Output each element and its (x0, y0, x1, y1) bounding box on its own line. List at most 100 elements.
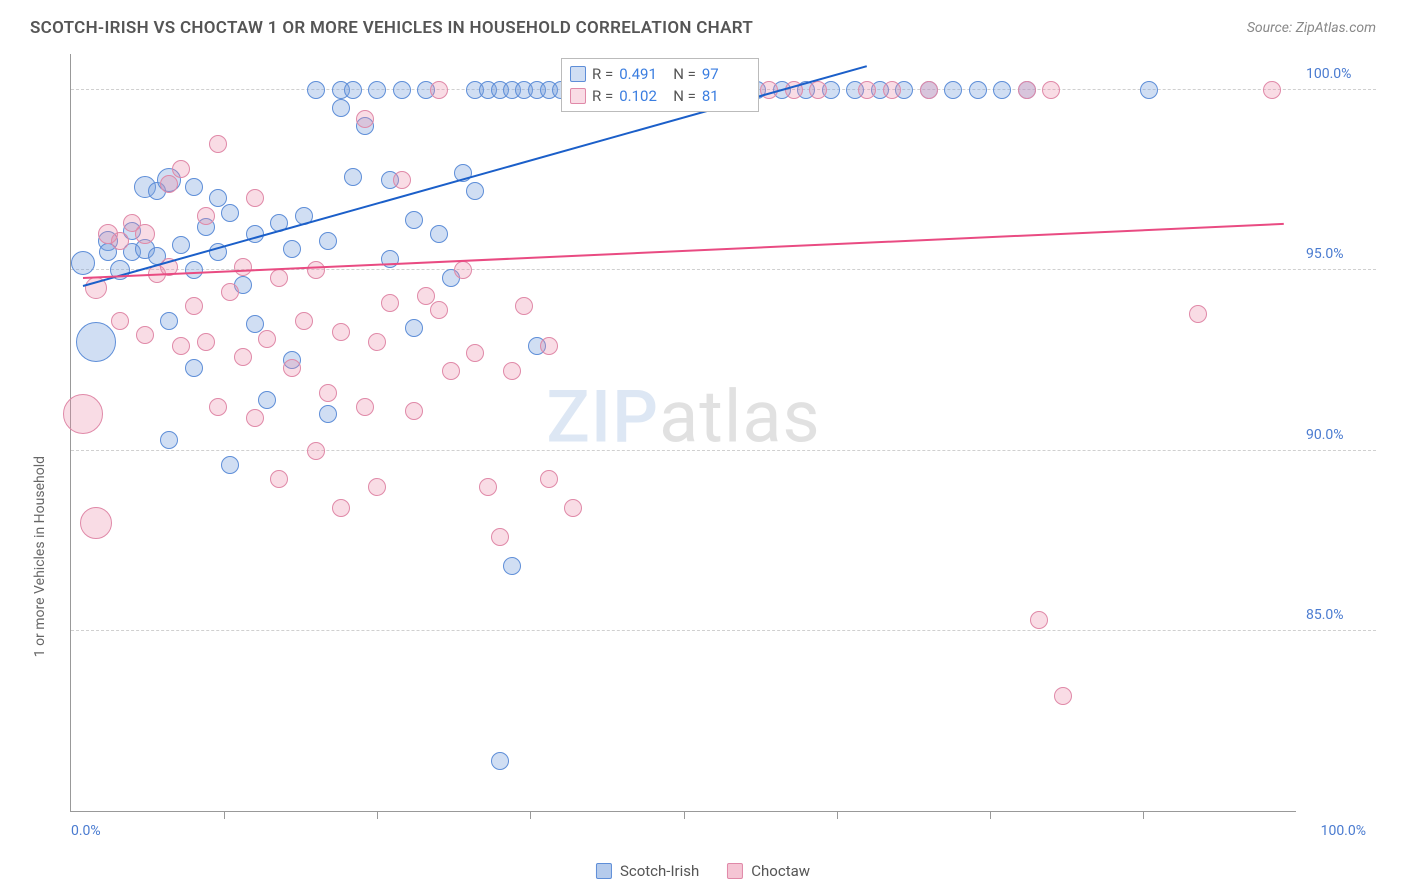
data-point (368, 81, 386, 99)
stat-r-label: R = (592, 87, 613, 105)
data-point (381, 294, 399, 312)
chart-header: SCOTCH-IRISH VS CHOCTAW 1 OR MORE VEHICL… (0, 0, 1406, 46)
stat-n-label: N = (673, 87, 696, 105)
x-axis-max-label: 100.0% (1321, 823, 1366, 839)
data-point (136, 326, 154, 344)
data-point (135, 224, 155, 244)
data-point (185, 261, 203, 279)
data-point (368, 333, 386, 351)
legend-swatch (570, 88, 586, 104)
y-tick-label: 100.0% (1306, 66, 1376, 82)
x-tick (224, 811, 225, 819)
data-point (344, 168, 362, 186)
data-point (515, 297, 533, 315)
data-point (883, 81, 901, 99)
stat-n-value: 97 (702, 65, 750, 83)
data-point (258, 391, 276, 409)
data-point (809, 81, 827, 99)
data-point (76, 322, 116, 362)
data-point (1140, 81, 1158, 99)
data-point (270, 269, 288, 287)
data-point (258, 330, 276, 348)
data-point (63, 394, 103, 434)
data-point (319, 405, 337, 423)
data-point (466, 182, 484, 200)
data-point (356, 398, 374, 416)
data-point (160, 312, 178, 330)
legend-label: Choctaw (751, 862, 810, 880)
x-axis-min-label: 0.0% (71, 823, 101, 839)
data-point (393, 171, 411, 189)
data-point (503, 362, 521, 380)
data-point (969, 81, 987, 99)
data-point (295, 312, 313, 330)
data-point (71, 251, 95, 275)
data-point (540, 337, 558, 355)
legend: Scotch-IrishChoctaw (596, 862, 810, 880)
data-point (491, 752, 509, 770)
data-point (491, 528, 509, 546)
data-point (1054, 687, 1072, 705)
data-point (1042, 81, 1060, 99)
data-point (185, 359, 203, 377)
data-point (344, 81, 362, 99)
x-tick (1143, 811, 1144, 819)
data-point (80, 507, 112, 539)
legend-swatch (727, 863, 743, 879)
data-point (430, 81, 448, 99)
data-point (944, 81, 962, 99)
data-point (405, 211, 423, 229)
data-point (197, 207, 215, 225)
data-point (111, 312, 129, 330)
data-point (381, 250, 399, 268)
data-point (503, 557, 521, 575)
stat-n-label: N = (673, 65, 696, 83)
chart-title: SCOTCH-IRISH VS CHOCTAW 1 OR MORE VEHICL… (30, 18, 753, 38)
data-point (332, 323, 350, 341)
y-tick-label: 90.0% (1306, 427, 1376, 443)
gridline (71, 630, 1376, 631)
x-tick (837, 811, 838, 819)
y-tick-label: 95.0% (1306, 246, 1376, 262)
data-point (405, 319, 423, 337)
x-tick (530, 811, 531, 819)
stat-n-value: 81 (702, 87, 750, 105)
data-point (454, 261, 472, 279)
data-point (430, 301, 448, 319)
source-label: Source: ZipAtlas.com (1247, 20, 1376, 36)
data-point (858, 81, 876, 99)
data-point (160, 175, 178, 193)
data-point (368, 478, 386, 496)
data-point (283, 240, 301, 258)
data-point (307, 442, 325, 460)
data-point (920, 81, 938, 99)
data-point (283, 359, 301, 377)
stats-box: R =0.491N =97R =0.102N =81 (561, 58, 759, 112)
data-point (197, 333, 215, 351)
x-tick (684, 811, 685, 819)
data-point (1263, 81, 1281, 99)
plot-area: ZIPatlas 0.0% 100.0% 85.0%90.0%95.0%100.… (70, 54, 1296, 812)
data-point (270, 470, 288, 488)
data-point (209, 398, 227, 416)
data-point (234, 258, 252, 276)
stats-row: R =0.491N =97 (570, 63, 750, 85)
data-point (221, 456, 239, 474)
data-point (172, 236, 190, 254)
data-point (393, 81, 411, 99)
data-point (564, 499, 582, 517)
y-tick-label: 85.0% (1306, 607, 1376, 623)
gridline (71, 450, 1376, 451)
legend-swatch (596, 863, 612, 879)
chart-container: 1 or more Vehicles in Household ZIPatlas… (48, 54, 1386, 842)
y-axis-label: 1 or more Vehicles in Household (32, 456, 48, 657)
watermark: ZIPatlas (546, 375, 820, 460)
data-point (442, 362, 460, 380)
data-point (356, 110, 374, 128)
data-point (479, 478, 497, 496)
data-point (466, 344, 484, 362)
data-point (307, 261, 325, 279)
data-point (405, 402, 423, 420)
data-point (1189, 305, 1207, 323)
data-point (209, 135, 227, 153)
